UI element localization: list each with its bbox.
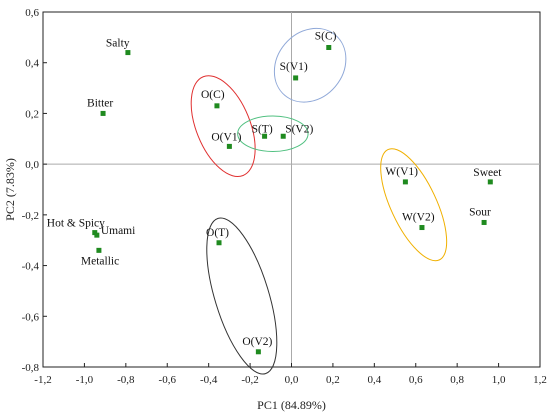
reference-lines [43, 12, 540, 367]
point-label: W(V2) [402, 212, 435, 224]
point-label: O(C) [201, 89, 225, 101]
y-tick-label: -0,2 [22, 210, 39, 222]
x-axis-title: PC1 (84.89%) [257, 398, 326, 412]
x-tick-label: 0,0 [285, 374, 299, 386]
point-label: Umami [101, 225, 136, 237]
point-label: O(T) [206, 227, 229, 239]
x-tick-label: -0,2 [241, 374, 258, 386]
data-point [125, 50, 131, 56]
data-point [216, 240, 222, 246]
data-point [255, 349, 261, 355]
point-label: S(C) [315, 31, 337, 43]
y-tick-label: -0,6 [22, 311, 40, 323]
group-ellipse [380, 148, 448, 262]
axis-ticks: -1,2 -1,0 -0,8 -0,6 -0,4 -0,2 0,0 0,2 0,4 0,6 0,8 1… [22, 7, 547, 386]
data-point [214, 103, 220, 109]
x-tick-label: -1,0 [76, 374, 94, 386]
data-point [94, 232, 100, 238]
point-label: W(V1) [385, 166, 418, 178]
y-tick-label: -0,8 [22, 362, 40, 374]
point-label: Sour [469, 206, 491, 218]
x-tick-label: 1,0 [492, 374, 506, 386]
data-point [226, 143, 232, 149]
point-label: S(V2) [285, 123, 313, 135]
y-tick-label: 0,2 [25, 108, 39, 120]
data-point [280, 133, 286, 139]
x-tick-label: -1,2 [34, 374, 51, 386]
group-ellipse [206, 217, 278, 375]
y-tick-label: -0,4 [22, 261, 40, 273]
y-tick-label: 0,4 [25, 58, 39, 70]
point-label: S(V1) [280, 61, 308, 73]
data-point [481, 219, 487, 225]
x-tick-label: 1,2 [533, 374, 547, 386]
x-tick-label: 0,2 [326, 374, 340, 386]
point-label: Salty [106, 38, 130, 50]
group-ellipses [190, 27, 448, 375]
data-point [419, 225, 425, 231]
point-label: O(V2) [242, 336, 272, 348]
data-point [293, 75, 299, 81]
point-label: Hot & Spicy [47, 218, 105, 230]
y-tick-label: 0,6 [25, 7, 39, 19]
y-tick-label: 0,0 [25, 159, 39, 171]
data-point [326, 45, 332, 50]
x-tick-label: -0,6 [159, 374, 177, 386]
point-label: Bitter [87, 97, 113, 109]
point-label: Sweet [473, 167, 502, 179]
group-ellipse [190, 75, 256, 177]
data-point [487, 179, 493, 185]
x-tick-label: 0,6 [409, 374, 423, 386]
data-point [100, 110, 106, 116]
point-label: O(V1) [211, 131, 241, 143]
x-tick-label: 0,8 [450, 374, 464, 386]
group-ellipse [237, 115, 309, 152]
x-tick-label: -0,4 [200, 374, 218, 386]
group-ellipse [273, 27, 347, 103]
x-tick-label: -0,8 [117, 374, 135, 386]
data-point [402, 179, 408, 185]
y-axis-title: PC2 (7.83%) [3, 158, 17, 221]
data-point [96, 247, 102, 253]
data-point [262, 133, 268, 139]
data-point [92, 230, 98, 236]
x-tick-label: 0,4 [367, 374, 381, 386]
point-label: Metallic [81, 255, 119, 267]
point-label: S(T) [252, 123, 273, 135]
